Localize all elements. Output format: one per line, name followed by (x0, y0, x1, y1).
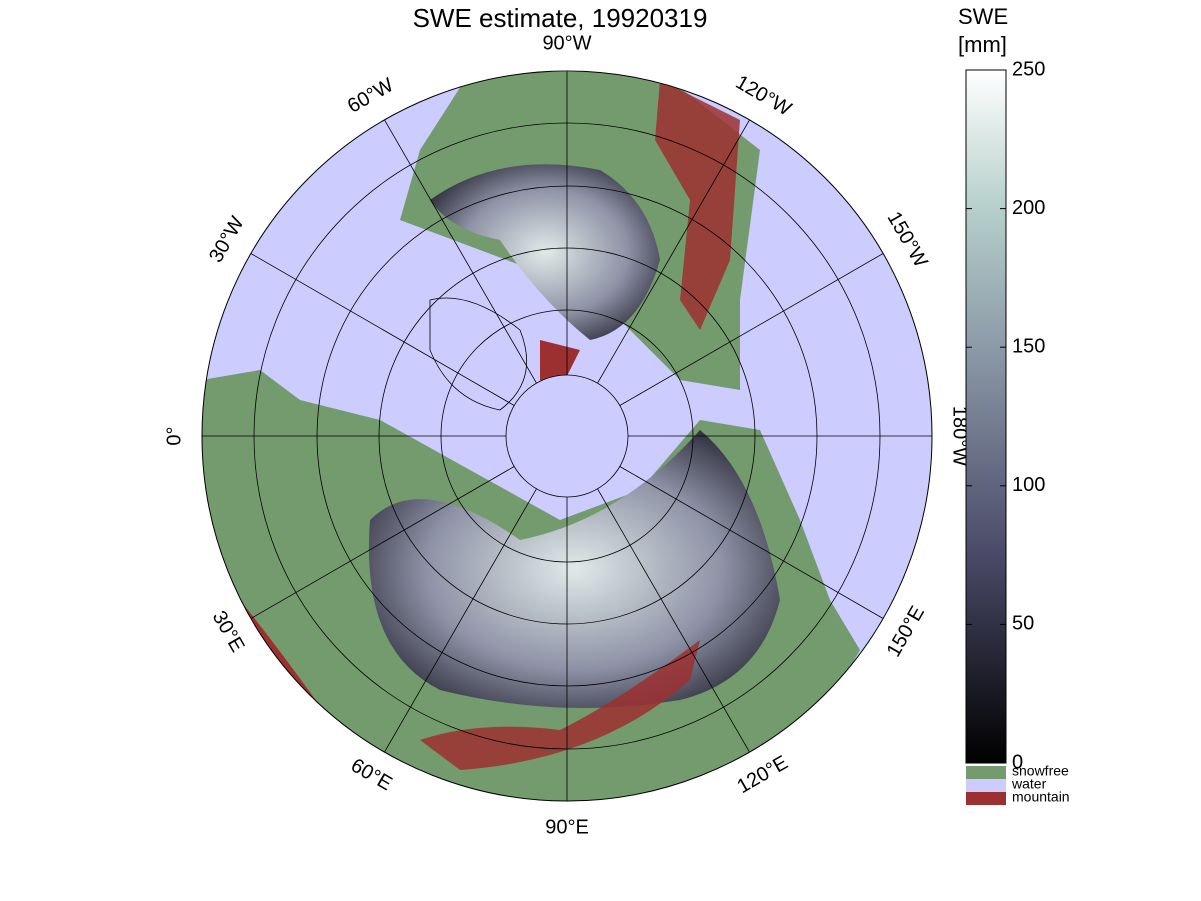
meridian-label: 120°W (732, 71, 795, 120)
legend-label: mountain (1012, 789, 1070, 805)
colorbar-tick-label: 150 (1012, 335, 1045, 357)
colorbar-tick-label: 0 (1012, 751, 1023, 773)
map-title: SWE estimate, 19920319 (413, 3, 708, 33)
meridian-label: 30°W (205, 213, 249, 267)
legend-swatch (966, 792, 1006, 805)
meridian-line (250, 253, 515, 406)
meridian-label: 90°E (545, 816, 589, 838)
meridian-label: 180°W (949, 406, 971, 466)
meridian-line (384, 488, 537, 753)
meridian-label: 90°W (542, 32, 591, 54)
meridian-line (619, 253, 884, 406)
meridian-label: 30°E (208, 607, 249, 656)
colorbar-label: [mm] (958, 32, 1007, 57)
meridian-label: 60°E (347, 754, 396, 795)
meridian-label: 120°E (733, 752, 791, 798)
map-disc (202, 71, 932, 801)
meridian-label: 60°W (344, 74, 398, 118)
colorbar-tick-label: 50 (1012, 613, 1034, 635)
colorbar-tick-label: 250 (1012, 58, 1045, 80)
legend-label: snowfree (1012, 763, 1069, 779)
meridian-label: 150°E (883, 602, 929, 660)
meridian-line (619, 466, 884, 619)
colorbar-tick-label: 100 (1012, 474, 1045, 496)
colorbar-label: SWE (958, 4, 1008, 29)
colorbar-tick-label: 200 (1012, 197, 1045, 219)
meridian-line (597, 488, 750, 753)
legend-label: water (1011, 776, 1047, 792)
colorbar (965, 69, 1007, 764)
meridian-label: 0° (163, 426, 185, 445)
meridian-label: 150°W (883, 208, 932, 271)
legend-swatch (966, 766, 1006, 779)
meridian-line (250, 466, 515, 619)
legend-swatch (966, 779, 1006, 792)
meridian-line (384, 119, 537, 384)
meridian-line (597, 119, 750, 384)
